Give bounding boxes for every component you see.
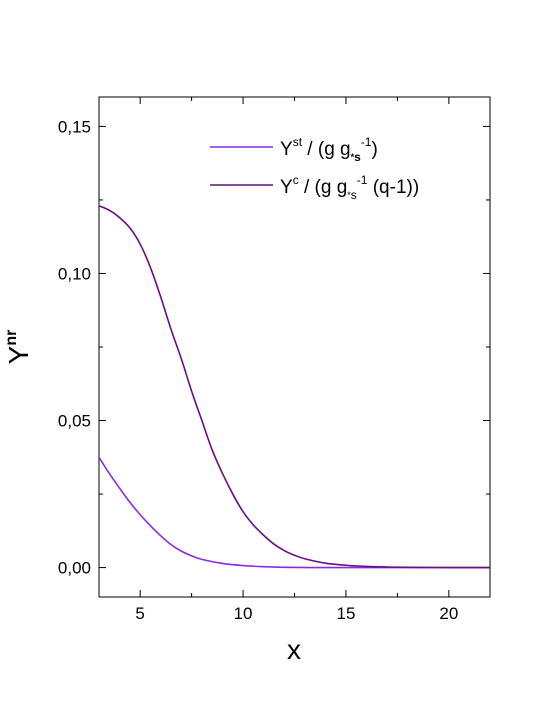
y-tick-label: 0,10	[58, 264, 91, 283]
y-axis-title-base: Y	[3, 345, 34, 364]
x-tick-label: 15	[336, 604, 355, 623]
legend-label-st: Yst / (g g*s-1)	[280, 135, 378, 164]
legend-item-st: Yst / (g g*s-1)	[210, 135, 378, 164]
y-axis-title-sup: nr	[3, 330, 20, 346]
y-tick-label: 0,15	[58, 117, 91, 136]
legend-item-c: Yc / (g g*s-1 (q-1))	[210, 173, 419, 202]
series-line-c	[98, 205, 491, 569]
x-axis-title: x	[287, 634, 301, 665]
x-tick-label: 5	[135, 604, 144, 623]
y-tick-label: 0,05	[58, 412, 91, 431]
y-tick-label: 0,00	[58, 559, 91, 578]
tick-marks	[99, 97, 490, 597]
series-lines	[98, 205, 491, 569]
x-tick-label: 20	[439, 604, 458, 623]
series-line-st	[98, 456, 490, 569]
x-tick-label: 10	[234, 604, 253, 623]
plot-frame	[98, 96, 491, 598]
y-axis-title: Ynr	[3, 330, 34, 365]
legend: Yst / (g g*s-1) Yc / (g g*s-1 (q-1))	[210, 135, 419, 202]
tick-labels: 5 10 15 20 0,00 0,05 0,10 0,15	[58, 117, 458, 623]
legend-label-c: Yc / (g g*s-1 (q-1))	[280, 173, 419, 202]
